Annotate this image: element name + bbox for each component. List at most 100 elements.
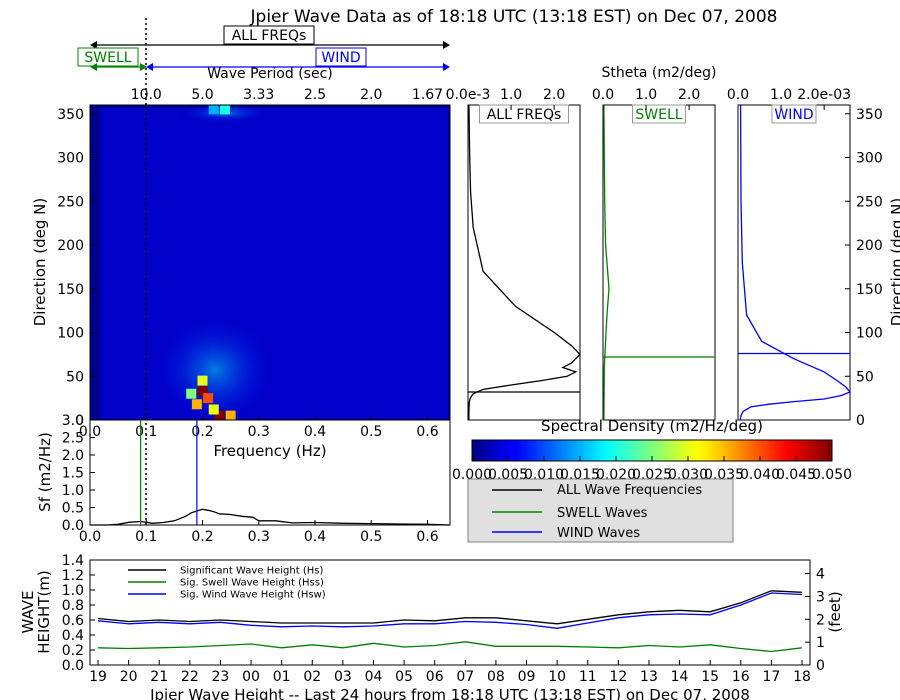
heatmap-cell (186, 388, 197, 399)
swell-label: SWELL (84, 50, 131, 66)
wave-height-feet-tick-label: 3 (816, 589, 825, 605)
all-freqs-box (223, 25, 315, 45)
heatmap-x-tick-label: 0.6 (416, 424, 438, 440)
direction-spectrum-panel: Wave Period (sec) 10.05.03.332.52.01.67 … (31, 18, 451, 525)
wave-height-xlabel: Jpier Wave Height -- Last 24 hours from … (149, 686, 750, 700)
heatmap-cell (197, 386, 208, 397)
wave-height-feet-tick-label: 1 (816, 635, 825, 651)
wave-height-x-tick-label: 21 (150, 669, 168, 685)
heatmap-y-ticks: 0 50 100 150 200 250 300 350 (57, 107, 95, 429)
heatmap-y-tick-label: 100 (57, 326, 84, 342)
stheta-panel-1: ALL FREQs 0.0e-3 1.0 2.0 (446, 87, 581, 421)
period-tick-label: 3.33 (243, 87, 274, 103)
stheta-panels: ALL FREQs 0.0e-3 1.0 2.0 SWELL 0.0 1.0 2.0 WIND 0… (446, 87, 900, 429)
wave-height-x-tick-label: 09 (518, 669, 536, 685)
stheta-tick-label: 2.0 (678, 87, 700, 103)
all-freqs-label: ALL FREQs (232, 28, 307, 44)
wave-height-y-tick-label: 0.6 (62, 613, 84, 629)
direction-right-tick-label: 350 (856, 107, 883, 123)
wave-height-feet-tick-label: 2 (816, 612, 825, 628)
direction-right-tick-label: 50 (856, 369, 874, 385)
heatmap-y-tick-label: 50 (66, 369, 84, 385)
wave-height-x-tick-label: 18 (793, 669, 811, 685)
wave-height-feet-tick-label: 4 (816, 567, 825, 583)
stheta-frame (467, 104, 581, 421)
freq-spectrum-x-ticks: 0.0 0.1 0.2 0.3 0.4 0.5 0.6 (79, 520, 439, 545)
stheta-tick-label: 1.0 (635, 87, 657, 103)
wave-height-y-tick-label: 1.4 (62, 553, 84, 569)
direction-right-tick-label: 0 (856, 413, 865, 429)
freq-spectrum-x-tick-label: 0.2 (191, 529, 213, 545)
colorbar-tick-label: 0.050 (812, 467, 852, 483)
stheta-label: ALL FREQs (487, 107, 562, 123)
wave-height-x-tick-label: 11 (579, 669, 597, 685)
direction-right-tick-label: 200 (856, 238, 883, 254)
band-indicators: ALL FREQs SWELL WIND (77, 25, 450, 71)
wave-height-legend-label: Sig. Wind Wave Height (Hsw) (180, 590, 326, 601)
wave-height-x-tick-label: 08 (487, 669, 505, 685)
heatmap-x-tick-label: 0.1 (135, 424, 157, 440)
heatmap-cell (214, 410, 225, 420)
figure-title: Jpier Wave Data as of 18:18 UTC (13:18 E… (250, 7, 778, 27)
period-tick-label: 1.67 (412, 87, 443, 103)
freq-spectrum-panel: 0.00.51.01.52.02.53.0 0.0 0.1 0.2 0.3 0.4 0.5… (36, 413, 451, 545)
wave-height-y-ticks: 0.00.20.40.60.81.01.21.4 (62, 553, 95, 674)
wave-height-frame (89, 559, 811, 666)
freq-spectrum-x-tick-label: 0.1 (135, 529, 157, 545)
heatmap-y-tick-label: 0 (75, 413, 84, 429)
stheta-curve (468, 104, 581, 420)
wave-height-plot (97, 590, 803, 653)
wave-height-series-0 (97, 590, 803, 625)
wave-height-x-tick-label: 06 (426, 669, 444, 685)
wave-height-x-tick-label: 13 (640, 669, 658, 685)
wave-height-ylabel-2: HEIGHT(m) (35, 570, 53, 654)
freq-spectrum-x-tick-label: 0.5 (360, 529, 382, 545)
wave-height-x-tick-label: 00 (242, 669, 260, 685)
wave-height-feet-ticks: 0 1 2 3 4 (805, 567, 825, 674)
colorbar-tick-label: 0.040 (740, 467, 780, 483)
wave-height-x-tick-label: 05 (395, 669, 413, 685)
wave-height-x-tick-label: 15 (701, 669, 719, 685)
period-axis-label: Wave Period (sec) (207, 66, 333, 82)
heatmap-cell (225, 410, 236, 420)
wave-height-x-tick-label: 19 (89, 669, 107, 685)
stheta-tick-label: 0.0 (592, 87, 614, 103)
frequency-legend: ALL Wave Frequencies SWELL Waves WIND Wa… (467, 478, 734, 543)
direction-right-tick-label: 150 (856, 282, 883, 298)
freq-spectrum-y-tick-label: 2.5 (62, 431, 84, 447)
stheta-label-box (771, 104, 817, 124)
wave-height-x-tick-label: 20 (120, 669, 138, 685)
wave-height-x-tick-label: 02 (303, 669, 321, 685)
wave-height-x-ticks: 19 20 21 22 23 00 01 02 03 04 05 06 07 08 09 10 11 12 13 14… (89, 660, 811, 685)
legend-wind: WIND Waves (557, 526, 640, 541)
colorbar: Spectral Density (m2/Hz/deg) 0.0000.0050… (452, 417, 852, 483)
wave-height-legend-label: Sig. Swell Wave Height (Hss) (180, 578, 324, 589)
freq-spectrum-x-tick-label: 0.6 (416, 529, 438, 545)
heatmap-y-tick-label: 250 (57, 194, 84, 210)
legend-swell: SWELL Waves (557, 506, 648, 521)
heatmap-x-tick-label: 0.5 (360, 424, 382, 440)
wave-height-legend: Significant Wave Height (Hs)Sig. Swell W… (128, 566, 326, 601)
colorbar-label: Spectral Density (m2/Hz/deg) (541, 417, 763, 435)
stheta-tick-label: 1.0 (770, 87, 792, 103)
freq-spectrum-curve (90, 508, 451, 526)
freq-spectrum-y-tick-label: 0.0 (62, 518, 84, 534)
direction-right-tick-label: 100 (856, 326, 883, 342)
wind-label: WIND (321, 50, 360, 66)
wave-height-legend-label: Significant Wave Height (Hs) (180, 566, 323, 577)
wave-height-ylabel-1: WAVE (19, 590, 37, 633)
legend-all: ALL Wave Frequencies (557, 483, 702, 498)
wave-height-x-tick-label: 22 (181, 669, 199, 685)
freq-spectrum-x-tick-label: 0.0 (79, 529, 101, 545)
heatmap-ylabel: Direction (deg N) (31, 198, 49, 327)
freq-spectrum-y-tick-label: 1.0 (62, 483, 84, 499)
period-tick-label: 5.0 (191, 87, 213, 103)
freq-spectrum-y-tick-label: 1.5 (62, 466, 84, 482)
heatmap-cell (208, 105, 219, 115)
stheta-label: SWELL (635, 107, 682, 123)
heatmap-y-tick-label: 300 (57, 151, 84, 167)
freq-spectrum-x-tick-label: 0.4 (304, 529, 326, 545)
wave-height-x-tick-label: 10 (548, 669, 566, 685)
freq-spectrum-y-ticks: 0.00.5 1.01.5 2.02.5 3.0 (62, 413, 95, 534)
